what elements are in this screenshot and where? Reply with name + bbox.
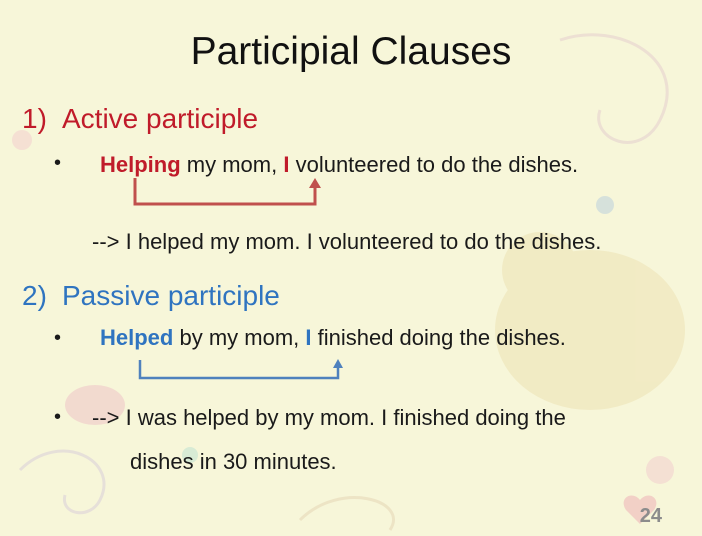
section1-paraphrase: --> I helped my mom. I volunteered to do…: [92, 229, 602, 254]
section2-example-keyword: Helped: [100, 325, 174, 350]
section2-number: 2): [22, 280, 47, 311]
section2-paraphrase-line1: --> I was helped by my mom. I finished d…: [92, 405, 566, 430]
active-bracket-arrow: [133, 178, 321, 206]
slide-title: Participial Clauses: [190, 30, 512, 73]
section2-example-mid: by my mom,: [173, 325, 306, 350]
section1-example-keyword: Helping: [100, 152, 181, 177]
page-number: 24: [639, 505, 662, 527]
section1-example: Helping my mom, I volunteered to do the …: [100, 152, 578, 178]
section1-number: 1): [22, 103, 47, 134]
passive-arrowhead: [333, 359, 343, 368]
section2-heading: 2) Passive participle: [22, 280, 280, 312]
active-arrowhead: [309, 178, 321, 188]
section2-example: Helped by my mom, I finished doing the d…: [100, 325, 566, 351]
bird-body-shape: [495, 250, 685, 410]
swirl-top-right: [559, 33, 669, 144]
flower-teal: [182, 447, 198, 463]
swirl-bottom-left: [18, 449, 106, 515]
section1-example-mid: my mom,: [180, 152, 284, 177]
section2-bullet2: •: [54, 406, 62, 428]
small-bird-shape: [65, 385, 125, 425]
section1-heading: 1) Active participle: [22, 103, 258, 135]
section2-example-subject: I: [305, 325, 312, 350]
section2-heading-text: Passive participle: [62, 280, 280, 311]
section1-bullet: •: [54, 152, 62, 174]
section2-bullet: •: [54, 327, 62, 349]
heart-shape: [623, 495, 657, 524]
section1-heading-text: Active participle: [62, 103, 259, 134]
passive-bracket-line: [138, 360, 340, 380]
section2-paraphrase-line2: dishes in 30 minutes.: [130, 449, 337, 474]
flower-blue: [596, 196, 614, 214]
passive-bracket-arrow: [138, 359, 343, 380]
flower-pink-right: [646, 456, 674, 484]
flower-pink-left: [12, 130, 32, 150]
section1-example-rest: volunteered to do the dishes.: [289, 152, 579, 177]
swirl-bottom-mid: [298, 496, 395, 531]
section1-example-subject: I: [283, 152, 290, 177]
active-bracket-line: [133, 178, 317, 206]
bird-head-shape: [502, 232, 578, 308]
section2-example-rest: finished doing the dishes.: [311, 325, 566, 350]
